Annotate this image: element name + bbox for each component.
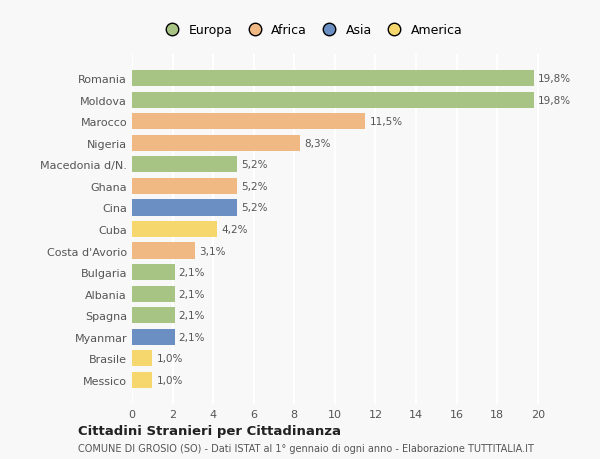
Bar	[132, 157, 238, 173]
Bar	[132, 350, 152, 367]
Bar	[132, 135, 301, 151]
Bar	[132, 286, 175, 302]
Bar	[132, 372, 152, 388]
Text: 2,1%: 2,1%	[179, 332, 205, 342]
Text: 8,3%: 8,3%	[304, 139, 331, 149]
Bar	[132, 329, 175, 345]
Text: 19,8%: 19,8%	[538, 74, 571, 84]
Bar	[132, 92, 533, 109]
Text: 5,2%: 5,2%	[242, 203, 268, 213]
Text: COMUNE DI GROSIO (SO) - Dati ISTAT al 1° gennaio di ogni anno - Elaborazione TUT: COMUNE DI GROSIO (SO) - Dati ISTAT al 1°…	[78, 443, 534, 453]
Text: 1,0%: 1,0%	[157, 353, 183, 364]
Bar	[132, 221, 217, 238]
Text: 5,2%: 5,2%	[242, 181, 268, 191]
Bar	[132, 264, 175, 280]
Text: 5,2%: 5,2%	[242, 160, 268, 170]
Bar	[132, 179, 238, 195]
Text: 1,0%: 1,0%	[157, 375, 183, 385]
Text: Cittadini Stranieri per Cittadinanza: Cittadini Stranieri per Cittadinanza	[78, 424, 341, 437]
Text: 2,1%: 2,1%	[179, 289, 205, 299]
Bar	[132, 71, 533, 87]
Bar	[132, 243, 195, 259]
Text: 2,1%: 2,1%	[179, 310, 205, 320]
Text: 19,8%: 19,8%	[538, 95, 571, 106]
Text: 11,5%: 11,5%	[370, 117, 403, 127]
Text: 3,1%: 3,1%	[199, 246, 226, 256]
Bar	[132, 308, 175, 324]
Text: 2,1%: 2,1%	[179, 268, 205, 278]
Bar	[132, 114, 365, 130]
Text: 4,2%: 4,2%	[221, 224, 248, 235]
Legend: Europa, Africa, Asia, America: Europa, Africa, Asia, America	[155, 19, 467, 42]
Bar	[132, 200, 238, 216]
